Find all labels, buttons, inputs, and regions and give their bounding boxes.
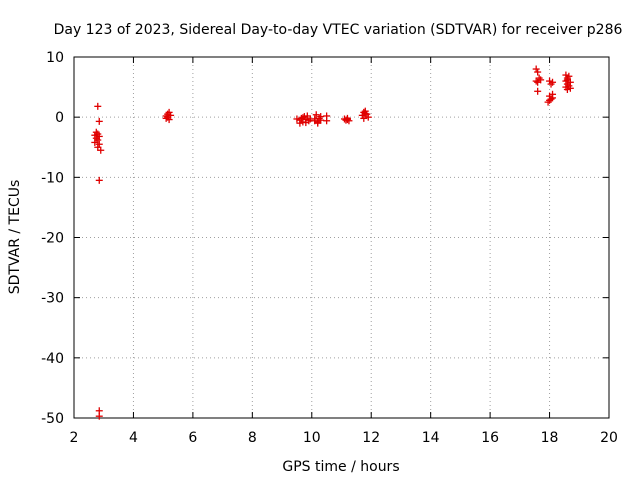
y-tick-labels: 10 0 -10 -20 -30 -40 -50 (41, 50, 64, 427)
data-point (534, 68, 542, 76)
data-point (97, 146, 105, 154)
x-tick-label: 14 (422, 430, 440, 446)
data-point (91, 131, 99, 139)
data-point (311, 117, 319, 125)
x-tick-label: 20 (600, 430, 618, 446)
y-tick-label: -50 (41, 411, 64, 427)
data-point (563, 76, 571, 84)
y-tick-label: -10 (41, 170, 64, 186)
data-point (95, 140, 103, 148)
y-tick-label: -30 (41, 291, 64, 307)
y-tick-label: 10 (46, 50, 64, 66)
data-point (94, 102, 102, 110)
data-point (549, 78, 557, 86)
data-point (164, 113, 172, 121)
data-point (360, 114, 368, 122)
data-point (296, 119, 304, 127)
data-points (91, 65, 574, 420)
data-point (532, 77, 540, 85)
data-point (95, 412, 103, 420)
x-tick-label: 8 (248, 430, 257, 446)
data-point (546, 96, 554, 104)
x-tick-label: 16 (481, 430, 499, 446)
data-point (95, 117, 103, 125)
x-tick-label: 2 (70, 430, 79, 446)
data-point (364, 113, 372, 121)
y-tick-label: -40 (41, 351, 64, 367)
data-point (361, 110, 369, 118)
data-point (323, 112, 331, 120)
y-tick-label: -20 (41, 231, 64, 247)
chart-title: Day 123 of 2023, Sidereal Day-to-day VTE… (54, 22, 623, 38)
y-tick-label: 0 (55, 110, 64, 126)
grid (74, 57, 609, 418)
x-tick-labels: 2 4 6 8 10 12 14 16 18 20 (70, 430, 618, 446)
x-tick-label: 10 (303, 430, 321, 446)
data-point (312, 111, 320, 119)
x-tick-label: 6 (188, 430, 197, 446)
data-point (345, 117, 353, 125)
data-point (343, 116, 351, 124)
data-point (549, 90, 557, 98)
data-point (565, 72, 573, 80)
data-point (317, 116, 325, 124)
x-tick-label: 18 (541, 430, 559, 446)
data-point (91, 138, 99, 146)
data-point (562, 77, 570, 85)
data-point (299, 114, 307, 122)
y-axis-label: SDTVAR / TECUs (7, 180, 23, 295)
data-point (565, 82, 573, 90)
data-point (95, 176, 103, 184)
x-tick-label: 4 (129, 430, 138, 446)
axis-ticks (73, 56, 610, 419)
data-point (534, 87, 542, 95)
x-axis-label: GPS time / hours (282, 459, 399, 475)
data-point (302, 119, 310, 127)
data-point (537, 76, 545, 84)
data-point (532, 65, 540, 73)
x-tick-label: 12 (362, 430, 380, 446)
